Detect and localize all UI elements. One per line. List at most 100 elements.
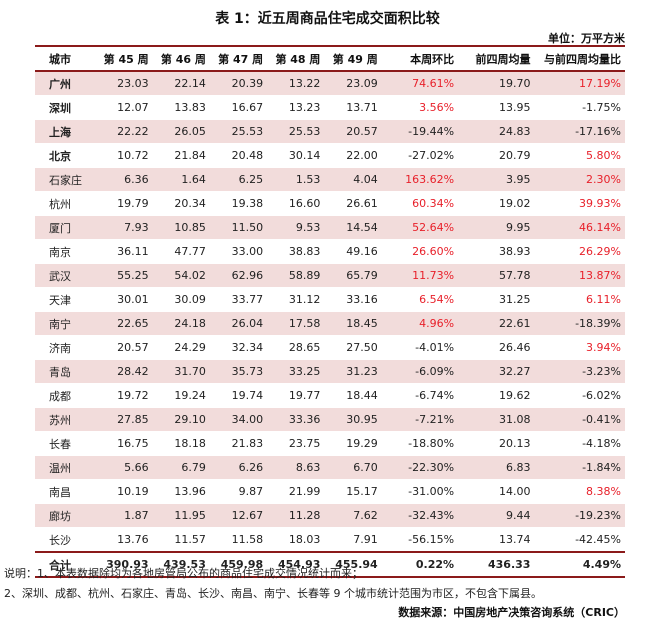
cell-four-week-average: 13.74: [458, 527, 535, 553]
cell-vs-four-week-average: 3.94%: [534, 335, 625, 360]
cell-week-46: 47.77: [152, 239, 210, 264]
cell-city: 温州: [35, 455, 96, 480]
cell-week-47: 12.67: [209, 503, 268, 528]
cell-week-48: 13.23: [267, 95, 325, 120]
cell-four-week-average: 13.95: [458, 95, 535, 120]
cell-vs-four-week-average: 39.93%: [534, 191, 625, 216]
cell-week-46: 20.34: [152, 191, 210, 216]
cell-city: 上海: [35, 119, 96, 144]
cell-city: 长沙: [35, 527, 96, 553]
cell-week-45: 12.07: [95, 95, 153, 120]
cell-week-46: 22.14: [152, 71, 210, 96]
cell-week-48: 13.22: [267, 71, 325, 96]
cell-week-over-week: 3.56%: [381, 95, 459, 120]
cell-week-46: 10.85: [152, 215, 210, 240]
cell-vs-four-week-average: -1.75%: [534, 95, 625, 120]
cell-week-48: 25.53: [267, 119, 325, 144]
cell-city: 广州: [35, 71, 96, 96]
cell-week-48: 31.12: [267, 287, 325, 312]
cell-week-47: 35.73: [209, 359, 268, 384]
cell-week-46: 13.83: [152, 95, 210, 120]
cell-four-week-average: 57.78: [458, 263, 535, 288]
table-row: 上海 22.22 26.05 25.53 25.53 20.57 -19.44% 24.83-…: [35, 119, 625, 144]
cell-week-47: 11.50: [209, 215, 268, 240]
cell-week-47: 6.26: [209, 455, 268, 480]
total-cell-four-week-average: 436.33: [458, 551, 535, 578]
cell-week-49: 23.09: [324, 71, 382, 96]
cell-week-over-week: 74.61%: [381, 71, 459, 96]
cell-week-over-week: -4.01%: [381, 335, 459, 360]
cell-week-49: 7.62: [324, 503, 382, 528]
cell-week-49: 15.17: [324, 479, 382, 504]
cell-week-46: 13.96: [152, 479, 210, 504]
cell-week-49: 4.04: [324, 167, 382, 192]
cell-week-46: 11.57: [152, 527, 210, 553]
cell-week-over-week: 4.96%: [381, 311, 459, 336]
cell-four-week-average: 32.27: [458, 359, 535, 384]
cell-week-47: 19.38: [209, 191, 268, 216]
table-row: 深圳 12.07 13.83 16.67 13.23 13.71 3.56% 13.95 -1.…: [35, 95, 625, 120]
cell-city: 长春: [35, 431, 96, 456]
cell-week-47: 20.48: [209, 143, 268, 168]
header-week-over-week: 本周环比: [381, 45, 459, 72]
cell-week-46: 11.95: [152, 503, 210, 528]
table-row: 南昌 10.19 13.96 9.87 21.99 15.17 -31.00% 14.00 8.…: [35, 479, 625, 504]
cell-four-week-average: 31.08: [458, 407, 535, 432]
note-line-1: 说明：1、本表数据除均为各地房管局公布的商品住宅成交情况统计而来；: [4, 567, 363, 580]
cell-city: 南京: [35, 239, 96, 264]
cell-week-47: 6.25: [209, 167, 268, 192]
cell-week-46: 1.64: [152, 167, 210, 192]
cell-week-over-week: -6.09%: [381, 359, 459, 384]
cell-vs-four-week-average: -4.18%: [534, 431, 625, 456]
note-line-2: 2、深圳、成都、杭州、石家庄、青岛、长沙、南昌、南宁、长春等 9 个城市统计范围…: [4, 587, 542, 600]
cell-four-week-average: 9.95: [458, 215, 535, 240]
cell-week-over-week: 60.34%: [381, 191, 459, 216]
cell-week-over-week: -27.02%: [381, 143, 459, 168]
cell-vs-four-week-average: -3.23%: [534, 359, 625, 384]
cell-week-49: 18.44: [324, 383, 382, 408]
cell-week-45: 19.79: [95, 191, 153, 216]
cell-week-45: 22.65: [95, 311, 153, 336]
cell-four-week-average: 19.02: [458, 191, 535, 216]
cell-week-48: 18.03: [267, 527, 325, 553]
cell-vs-four-week-average: -0.41%: [534, 407, 625, 432]
cell-week-48: 9.53: [267, 215, 325, 240]
cell-week-49: 18.45: [324, 311, 382, 336]
cell-week-45: 30.01: [95, 287, 153, 312]
cell-week-48: 21.99: [267, 479, 325, 504]
cell-week-48: 19.77: [267, 383, 325, 408]
header-week-45: 第 45 周: [95, 45, 153, 72]
table-row: 长沙 13.76 11.57 11.58 18.03 7.91 -56.15% 13.74 -4…: [35, 527, 625, 553]
cell-four-week-average: 20.13: [458, 431, 535, 456]
cell-week-48: 17.58: [267, 311, 325, 336]
cell-week-46: 21.84: [152, 143, 210, 168]
cell-week-45: 27.85: [95, 407, 153, 432]
cell-week-47: 9.87: [209, 479, 268, 504]
total-cell-vs-four-week-average: 4.49%: [534, 551, 625, 578]
table-title: 表 1：近五周商品住宅成交面积比较: [215, 11, 440, 27]
cell-week-47: 33.00: [209, 239, 268, 264]
cell-week-47: 62.96: [209, 263, 268, 288]
cell-week-48: 33.25: [267, 359, 325, 384]
cell-week-45: 1.87: [95, 503, 153, 528]
cell-week-47: 26.04: [209, 311, 268, 336]
table-row: 天津 30.01 30.09 33.77 31.12 33.16 6.54% 31.25 6.1…: [35, 287, 625, 312]
unit-label: 单位：万平方米: [548, 32, 625, 45]
cell-four-week-average: 38.93: [458, 239, 535, 264]
cell-week-49: 22.00: [324, 143, 382, 168]
cell-city: 青岛: [35, 359, 96, 384]
cell-week-46: 26.05: [152, 119, 210, 144]
cell-week-45: 19.72: [95, 383, 153, 408]
cell-week-46: 6.79: [152, 455, 210, 480]
cell-week-over-week: 26.60%: [381, 239, 459, 264]
cell-four-week-average: 6.83: [458, 455, 535, 480]
cell-vs-four-week-average: 2.30%: [534, 167, 625, 192]
total-cell-week-47: 459.98: [209, 551, 268, 578]
cell-week-48: 38.83: [267, 239, 325, 264]
table-row: 长春 16.75 18.18 21.83 23.75 19.29 -18.80% 20.13-…: [35, 431, 625, 456]
cell-week-45: 13.76: [95, 527, 153, 553]
cell-week-45: 5.66: [95, 455, 153, 480]
cell-week-48: 16.60: [267, 191, 325, 216]
total-cell-week-48: 454.93: [267, 551, 325, 578]
cell-four-week-average: 3.95: [458, 167, 535, 192]
